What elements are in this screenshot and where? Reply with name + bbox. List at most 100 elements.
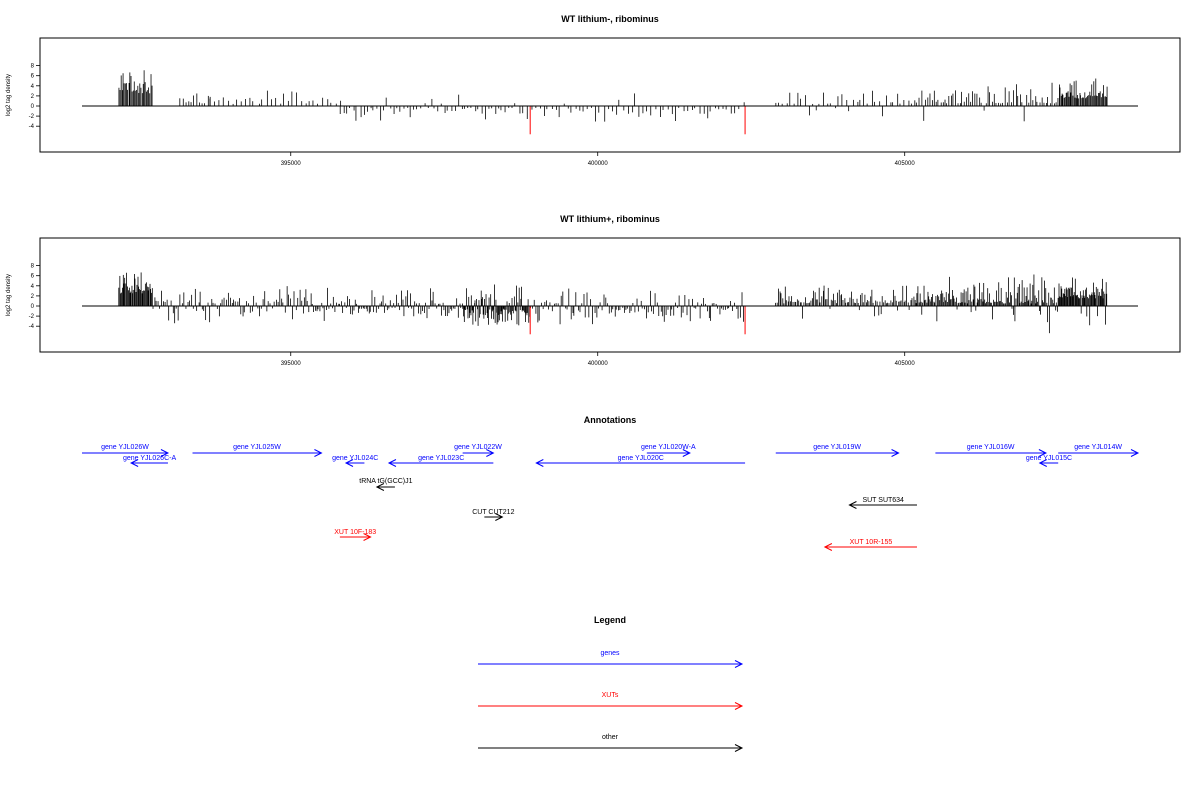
x-tick-label: 395000: [281, 361, 302, 367]
annotation-feature: gene YJL022W: [454, 444, 502, 457]
annotation-feature: XUT 10F-183: [334, 529, 376, 541]
arrow-head: [734, 660, 744, 668]
data-bars: [118, 272, 1108, 334]
y-tick-label: 8: [31, 64, 35, 70]
y-tick-label: 4: [31, 84, 35, 90]
arrow-head: [160, 449, 170, 457]
annotation-feature: gene YJL014W: [1058, 444, 1140, 457]
annotation-label: gene YJL019W: [813, 444, 861, 451]
y-tick-label: 4: [31, 284, 35, 290]
chart-title: WT lithium-, ribominus: [561, 14, 659, 24]
annotation-arrow: [192, 449, 323, 457]
legend-label: genes: [600, 650, 620, 657]
track-panel-2: WT lithium+, ribominus -4 -2 0 2 4 6 8 log2 tag …: [6, 214, 1181, 367]
annotation-feature: gene YJL015C: [1026, 455, 1072, 467]
y-axis-label: log2 tag density: [6, 274, 12, 316]
annotation-feature: gene YJL026C-A: [123, 455, 177, 467]
annotation-arrow: [484, 513, 504, 521]
arrow-head: [823, 543, 833, 551]
data-bars: [118, 70, 1108, 122]
x-tick-label: 400000: [588, 161, 609, 167]
arrow-head: [682, 449, 691, 457]
chart-title: WT lithium+, ribominus: [560, 214, 660, 224]
arrow-head: [129, 459, 139, 467]
annotations-panel: Annotations gene YJL026W gene YJL026C-A gen…: [82, 415, 1140, 551]
annotation-feature: tRNA tG(GCC)J1: [359, 478, 413, 491]
track-panel-1: WT lithium-, ribominus -4 -2 0 2 4 6 8 log2 tag …: [6, 14, 1181, 167]
annotation-label: gene YJL023C: [418, 455, 464, 462]
y-tick-label: -4: [29, 324, 35, 330]
annotation-feature: gene YJL024C: [332, 455, 378, 467]
annotation-label: SUT SUT634: [862, 497, 904, 504]
arrow-head: [363, 533, 372, 541]
x-tick-label: 405000: [895, 361, 916, 367]
annotation-label: gene YJL025W: [233, 444, 281, 451]
y-axis-label: log2 tag density: [6, 74, 12, 116]
arrow-head: [314, 449, 323, 457]
annotation-label: gene YJL022W: [454, 444, 502, 451]
annotation-label: gene YJL016W: [967, 444, 1015, 451]
annotation-label: XUT 10F-183: [334, 529, 376, 536]
annotation-label: tRNA tG(GCC)J1: [359, 478, 412, 485]
annotation-feature: gene YJL020W-A: [641, 444, 696, 457]
y-tick-label: -2: [29, 314, 35, 320]
legend-arrow: [478, 660, 744, 668]
legend-label: XUTs: [602, 692, 619, 699]
annotation-arrow: [129, 459, 168, 467]
arrow-head: [344, 459, 354, 467]
y-tick-label: 0: [31, 104, 35, 110]
x-tick-label: 395000: [281, 161, 302, 167]
plot-frame: [39, 237, 1181, 353]
annotation-label: gene YJL015C: [1026, 455, 1072, 462]
arrow-head: [535, 459, 544, 467]
legend-item-other: other: [478, 734, 744, 752]
annotation-arrow: [535, 459, 746, 467]
annotation-label: gene YJL026C-A: [123, 455, 177, 462]
legend-item-genes: genes: [478, 650, 744, 668]
y-tick-label: -2: [29, 114, 35, 120]
arrow-head: [486, 449, 495, 457]
annotation-feature: gene YJL019W: [775, 444, 900, 457]
annotation-feature: gene YJL016W: [935, 444, 1048, 457]
arrow-head: [1038, 449, 1048, 457]
arrow-head: [734, 744, 744, 752]
arrow-head: [848, 501, 857, 509]
x-tick-label: 405000: [895, 161, 916, 167]
annotation-label: gene YJL024C: [332, 455, 378, 462]
y-tick-label: -4: [29, 124, 35, 130]
annotation-arrow: [462, 449, 495, 457]
annotation-feature: gene YJL020C: [535, 455, 746, 467]
arrow-head: [495, 513, 504, 521]
annotation-arrow: [935, 449, 1048, 457]
annotation-feature: XUT 10R-155: [823, 539, 917, 551]
annotation-feature: gene YJL025W: [192, 444, 323, 457]
annotations-title: Annotations: [584, 415, 637, 425]
y-tick-label: 2: [31, 94, 35, 100]
arrow-head: [1130, 449, 1140, 457]
annotation-label: gene YJL014W: [1074, 444, 1122, 451]
y-tick-label: 0: [31, 304, 35, 310]
annotation-arrow: [339, 533, 372, 541]
arrow-head: [375, 483, 385, 491]
legend-arrow: [478, 744, 744, 752]
legend-panel: Legend genes XUTs other: [478, 615, 744, 752]
annotation-arrow: [848, 501, 917, 509]
arrow-head: [891, 449, 900, 457]
annotation-label: CUT CUT212: [472, 509, 514, 516]
annotation-arrow: [82, 449, 170, 457]
annotation-label: gene YJL026W: [101, 444, 149, 451]
annotation-arrow: [646, 449, 691, 457]
annotation-arrow: [375, 483, 395, 491]
plot-frame: [39, 37, 1181, 153]
annotation-feature: gene YJL026W: [82, 444, 170, 457]
annotation-arrow: [775, 449, 900, 457]
annotation-label: gene YJL020W-A: [641, 444, 696, 451]
y-tick-label: 2: [31, 294, 35, 300]
legend-label: other: [602, 734, 619, 741]
legend-arrow: [478, 702, 744, 710]
annotation-feature: gene YJL023C: [387, 455, 494, 467]
annotation-feature: CUT CUT212: [472, 509, 515, 521]
y-tick-label: 6: [31, 274, 35, 280]
arrow-head: [1038, 459, 1047, 467]
